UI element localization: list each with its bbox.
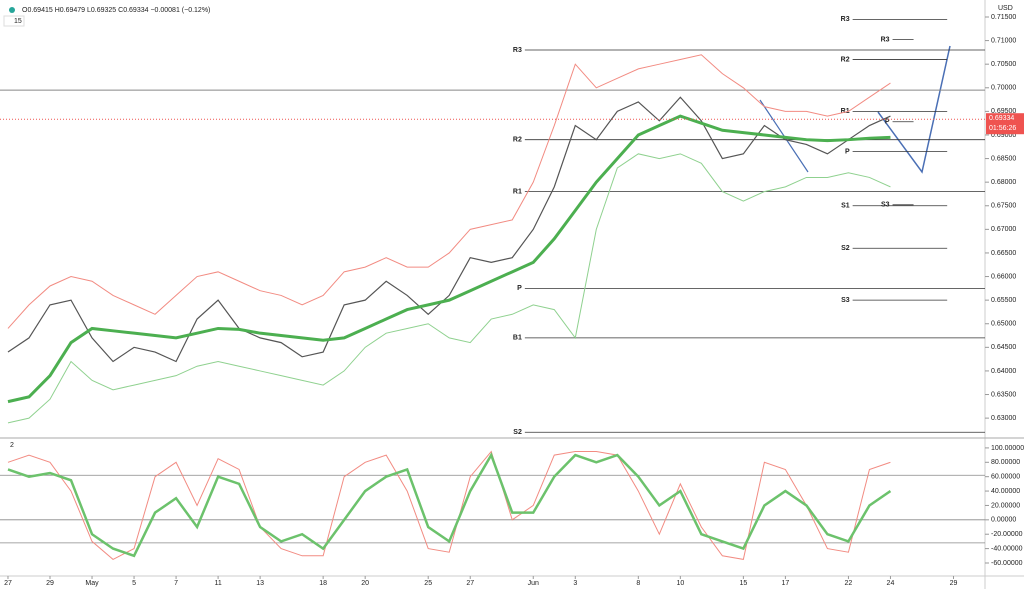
x-tick-label: 15 (739, 580, 747, 587)
y-tick-label: 20.00000 (991, 502, 1020, 509)
series-line (7, 114, 891, 404)
y-tick-label: 60.00000 (991, 474, 1020, 481)
pivot-label: R2 (841, 56, 850, 63)
pivot-label: P (517, 285, 522, 292)
y-tick-label: 0.65500 (991, 297, 1016, 304)
x-tick-label: 8 (636, 580, 640, 587)
pivot-label: B1 (513, 335, 522, 342)
y-tick-label: 0.66000 (991, 273, 1016, 280)
y-tick-label: 0.69000 (991, 132, 1016, 139)
y-tick-label: 0.67500 (991, 203, 1016, 210)
pivot-label: S2 (513, 429, 522, 436)
y-tick-label: 0.71000 (991, 37, 1016, 44)
interval-box[interactable] (3, 15, 25, 27)
x-tick-label: 27 (4, 580, 12, 587)
y-tick-label: 0.68500 (991, 155, 1016, 162)
y-tick-label: 0.63000 (991, 415, 1016, 422)
x-tick-label: 11 (214, 580, 221, 587)
ohlc: O0.69415 H0.69479 L0.69325 C0.69334 −0.0… (22, 7, 210, 14)
y-tick-label: 0.63500 (991, 391, 1016, 398)
y-tick-label: 100.00000 (991, 445, 1024, 452)
y-tick-label: 0.69500 (991, 108, 1016, 115)
x-tick-label: 5 (132, 580, 136, 587)
x-tick-label: 10 (676, 580, 684, 587)
x-tick-label: 22 (845, 580, 853, 587)
x-tick-label: 13 (256, 580, 264, 587)
x-tick-label: Jun (528, 580, 539, 587)
interval[interactable]: 15 (14, 18, 22, 25)
pivot-label: S1 (841, 203, 850, 210)
x-tick-label: 27 (466, 580, 474, 587)
series-line (7, 96, 891, 363)
pivot-label: P (885, 119, 890, 126)
forecast-drawing[interactable] (877, 45, 951, 174)
last-price-box (986, 113, 1024, 135)
y-tick-label: 0.64000 (991, 368, 1016, 375)
pane-label: 2 (10, 442, 14, 449)
pivot-label: S3 (881, 202, 890, 209)
y-tick-label: -20.00000 (991, 531, 1023, 538)
y-tick-label: -60.00000 (991, 560, 1023, 567)
x-tick-label: 7 (174, 580, 178, 587)
y-tick-label: 0.67000 (991, 226, 1016, 233)
y-tick-label: 0.70000 (991, 85, 1016, 92)
pivot-label: R3 (881, 36, 890, 43)
y-tick-label: -40.00000 (991, 545, 1023, 552)
x-tick-label: 25 (424, 580, 432, 587)
y-tick-label: 0.70500 (991, 61, 1016, 68)
y-tick-label: 40.00000 (991, 488, 1020, 495)
x-tick-label: 3 (573, 580, 577, 587)
x-tick-label: 29 (46, 580, 54, 587)
y-tick-label: 0.66500 (991, 250, 1016, 257)
currency: USD (998, 5, 1013, 12)
pivot-label: R3 (841, 16, 850, 23)
x-tick-label: 17 (781, 580, 789, 587)
pivot-label: R2 (513, 137, 522, 144)
y-tick-label: 0.64500 (991, 344, 1016, 351)
pivot-label: R3 (513, 47, 522, 54)
x-tick-label: May (85, 580, 99, 587)
pivot-label: P (845, 148, 850, 155)
countdown: 01:56:26 (989, 125, 1016, 132)
x-tick-label: 29 (950, 580, 958, 587)
pivot-label: S2 (841, 245, 850, 252)
status-dot (9, 7, 15, 13)
y-tick-label: 0.00000 (991, 517, 1016, 524)
y-tick-label: 0.65000 (991, 321, 1016, 328)
series-line (7, 450, 891, 560)
series-line (7, 153, 891, 424)
pivot-label: R1 (513, 188, 522, 195)
last-price-label: 0.69334 (989, 115, 1014, 122)
x-tick-label: 20 (361, 580, 369, 587)
x-tick-label: 24 (887, 580, 895, 587)
x-tick-label: 18 (319, 580, 327, 587)
y-tick-label: 0.71500 (991, 14, 1016, 21)
pivot-label: S3 (841, 297, 850, 304)
series-line (7, 54, 891, 329)
y-tick-label: 0.68000 (991, 179, 1016, 186)
series-line (7, 452, 892, 558)
y-tick-label: 80.00000 (991, 459, 1020, 466)
